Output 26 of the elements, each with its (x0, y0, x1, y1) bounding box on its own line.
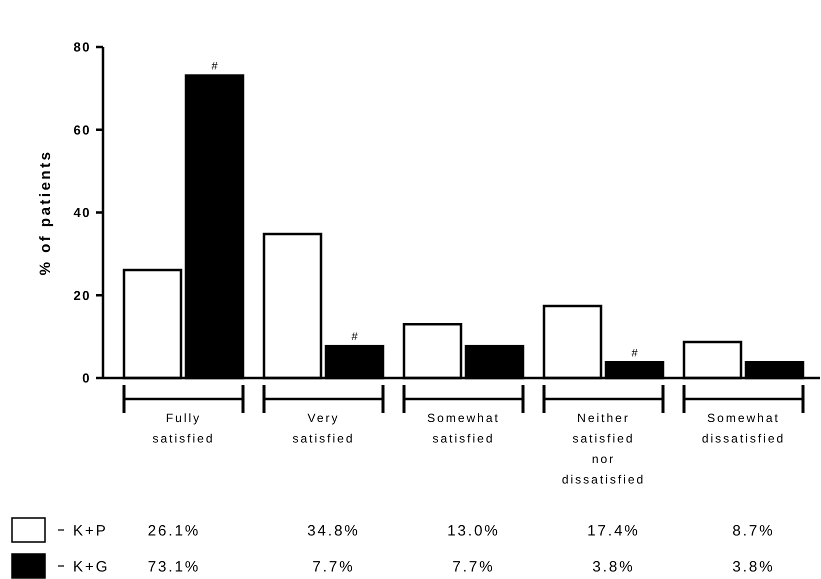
x-tick-label: Neither satisfied nor dissatisfied (562, 411, 646, 486)
annotation: # (631, 347, 638, 360)
data-label: 8.7% (732, 522, 775, 540)
data-label: 26.1% (148, 522, 200, 540)
data-label: 73.1% (148, 558, 200, 576)
legend-label: K+P (73, 522, 108, 540)
data-label: 7.7% (452, 558, 495, 576)
data-label: 34.8% (307, 522, 360, 540)
y-tick-label: 60 (74, 122, 91, 138)
legend-label: K+G (73, 558, 110, 576)
y-tick-label: 20 (74, 288, 91, 303)
y-tick-label: 40 (74, 205, 91, 220)
data-label: 17.4% (587, 522, 640, 540)
x-tick-label: Somewhat satisfied (427, 411, 500, 446)
data-label: 3.8% (592, 558, 635, 576)
data-label: 7.7% (312, 558, 355, 576)
y-tick-label: 80 (74, 40, 91, 55)
x-tick-label: Fully satisfied (152, 411, 215, 446)
y-tick-label: 0 (82, 370, 91, 386)
annotation: # (351, 331, 358, 344)
data-label: 13.0% (447, 522, 500, 540)
data-label: 3.8% (732, 558, 775, 576)
x-tick-label: Very satisfied (292, 411, 355, 446)
annotation: # (211, 60, 218, 73)
x-tick-label: Somewhat dissatisfied (702, 411, 786, 446)
y-axis-title: % of patients (37, 150, 54, 276)
